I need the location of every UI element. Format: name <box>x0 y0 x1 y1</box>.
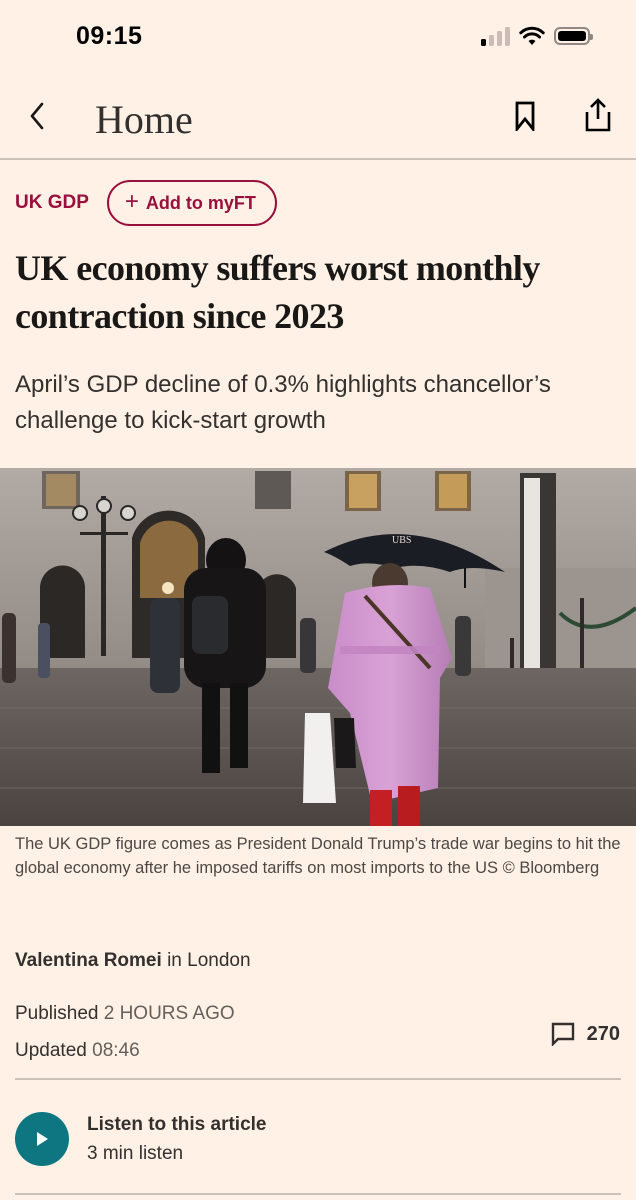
published-time: Published 2 HOURS AGO <box>15 1003 235 1025</box>
updated-time: Updated 08:46 <box>15 1040 140 1062</box>
image-caption: The UK GDP figure comes as President Don… <box>15 835 621 877</box>
add-to-myft-button[interactable]: + Add to myFT <box>106 180 277 226</box>
chevron-left-icon <box>30 102 44 130</box>
article-headline: UK economy suffers worst monthly contrac… <box>15 248 540 336</box>
hero-image[interactable]: UBS <box>0 468 636 826</box>
play-icon <box>37 1132 48 1146</box>
comment-count: 270 <box>586 1022 620 1045</box>
plus-icon: + <box>124 188 139 215</box>
byline: Valentina Romei in London <box>15 950 251 972</box>
bookmark-icon <box>515 101 535 131</box>
wifi-icon <box>519 26 545 45</box>
add-to-myft-label: Add to myFT <box>145 192 256 213</box>
article-standfirst: April’s GDP decline of 0.3% highlights c… <box>15 371 551 434</box>
topic-link[interactable]: UK GDP <box>15 192 89 213</box>
status-bar: 09:15 <box>0 0 636 76</box>
divider <box>15 1078 621 1080</box>
battery-icon <box>554 27 593 45</box>
updated-value: 08:46 <box>92 1040 140 1061</box>
umbrella-logo: UBS <box>392 535 411 546</box>
published-value: 2 HOURS AGO <box>103 1003 235 1024</box>
play-audio-button[interactable] <box>15 1112 69 1166</box>
listen-text: Listen to this article 3 min listen <box>87 1114 266 1165</box>
share-button[interactable] <box>582 96 614 134</box>
save-article-button[interactable] <box>510 98 540 134</box>
back-button[interactable] <box>22 96 52 136</box>
listen-title: Listen to this article <box>87 1113 267 1135</box>
published-label: Published <box>15 1003 99 1024</box>
status-icons <box>481 26 593 46</box>
listen-duration: 3 min listen <box>87 1142 184 1164</box>
hero-photo: UBS <box>0 468 636 826</box>
topic-row: UK GDP + Add to myFT <box>15 180 277 226</box>
share-icon <box>585 98 611 132</box>
comment-icon <box>551 1022 574 1046</box>
listen-to-article[interactable]: Listen to this article 3 min listen <box>15 1112 266 1166</box>
comments-button[interactable]: 270 <box>551 1022 620 1046</box>
divider <box>15 1193 621 1195</box>
nav-bar: Home <box>0 76 636 160</box>
author-link[interactable]: Valentina Romei <box>15 950 162 971</box>
cellular-signal-icon <box>481 26 510 46</box>
byline-location: in London <box>167 950 251 971</box>
nav-title: Home <box>95 97 193 142</box>
status-time: 09:15 <box>76 22 143 50</box>
updated-label: Updated <box>15 1040 87 1061</box>
